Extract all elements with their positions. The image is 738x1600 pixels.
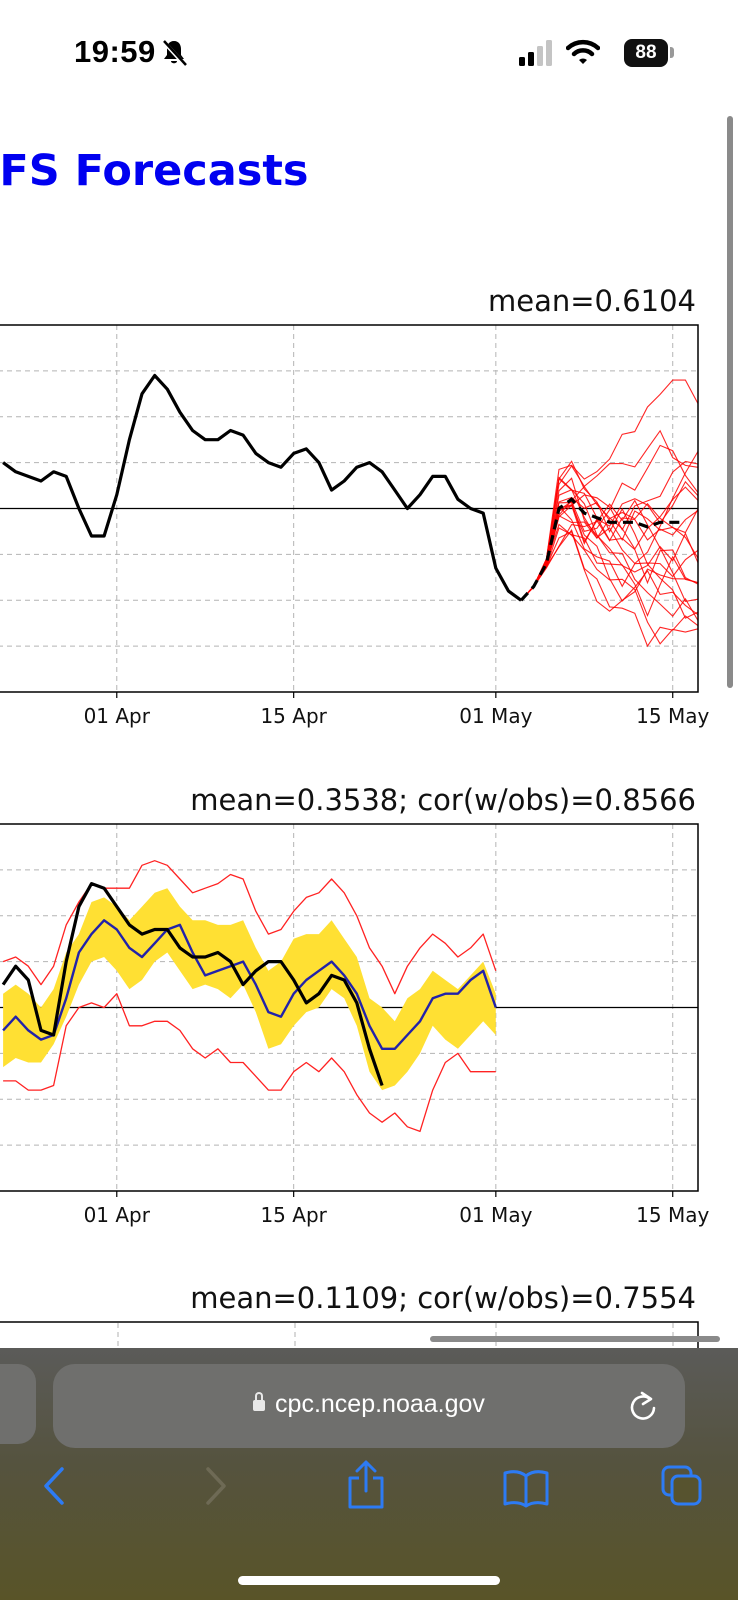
chart-2-frame <box>0 823 699 1192</box>
battery-tip <box>670 47 674 58</box>
clock: 19:59 <box>74 34 156 69</box>
ensemble-member-line <box>520 379 699 601</box>
ensemble-member-line <box>520 527 699 618</box>
url-display: cpc.ncep.noaa.gov <box>53 1390 685 1419</box>
charts-canvas: mean=0.6104 01 Apr 15 Apr 01 May 15 May mea… <box>0 284 709 1348</box>
home-indicator <box>238 1576 500 1585</box>
lower-envelope-line <box>3 993 496 1133</box>
chart-1-x-axis: 01 Apr 15 Apr 01 May 15 May <box>84 692 709 728</box>
chart-2-title: mean=0.3538; cor(w/obs)=0.8566 <box>190 783 696 817</box>
observed-line <box>1 881 384 1087</box>
page-title: EFS Forecasts <box>0 146 309 196</box>
previous-tab-preview[interactable] <box>0 1364 36 1444</box>
browser-toolbar: cpc.ncep.noaa.gov <box>0 1348 738 1600</box>
ensemble-member-line <box>520 523 699 645</box>
chart-1-grid <box>0 325 698 692</box>
chart-1-title: mean=0.6104 <box>488 284 696 318</box>
x-tick-label: 01 May <box>459 704 532 728</box>
forecast-mean-line <box>2 919 497 1051</box>
bell-slash-icon <box>161 39 187 67</box>
x-tick-label: 01 Apr <box>84 704 151 728</box>
x-tick-label: 15 May <box>636 1203 709 1227</box>
ensemble-member-line <box>520 477 699 601</box>
ensemble-member-line <box>520 530 699 612</box>
reload-icon[interactable] <box>628 1390 658 1422</box>
status-bar: 19:59 88 <box>0 0 738 110</box>
url-text: cpc.ncep.noaa.gov <box>275 1390 485 1418</box>
forward-icon[interactable] <box>200 1466 230 1506</box>
x-tick-label: 15 Apr <box>260 1203 327 1227</box>
x-tick-label: 15 Apr <box>260 704 327 728</box>
back-icon[interactable] <box>40 1466 70 1506</box>
x-tick-label: 01 May <box>459 1203 532 1227</box>
chart-2: mean=0.3538; cor(w/obs)=0.8566 01 Apr 15 … <box>0 783 709 1227</box>
observed-series-line <box>2 373 523 602</box>
spread-band <box>3 888 496 1091</box>
chart-2-x-axis: 01 Apr 15 Apr 01 May 15 May <box>84 1191 709 1227</box>
ensemble-member-line <box>520 485 699 601</box>
lock-icon <box>253 1392 266 1411</box>
chart-3: mean=0.1109; cor(w/obs)=0.7554 <box>0 1281 699 1348</box>
chart-1-plot-area <box>2 373 699 648</box>
ensemble-member-line <box>520 529 699 648</box>
chart-3-title: mean=0.1109; cor(w/obs)=0.7554 <box>190 1281 696 1315</box>
battery-icon: 88 <box>624 39 668 67</box>
ensemble-member-line <box>520 477 699 601</box>
x-tick-label: 01 Apr <box>84 1203 151 1227</box>
signal-icon <box>519 40 552 66</box>
ensemble-mean-line <box>519 497 686 602</box>
bookmarks-icon[interactable] <box>502 1468 550 1508</box>
address-bar[interactable]: cpc.ncep.noaa.gov <box>53 1364 685 1448</box>
chart-2-plot-area <box>1 860 497 1133</box>
wifi-icon <box>566 39 600 64</box>
tabs-icon[interactable] <box>660 1464 704 1508</box>
share-icon[interactable] <box>346 1460 386 1510</box>
chart-1-frame <box>0 324 699 693</box>
x-tick-label: 15 May <box>636 704 709 728</box>
vertical-scrollbar[interactable] <box>727 116 733 688</box>
horizontal-scrollbar[interactable] <box>430 1336 720 1342</box>
chart-3-frame <box>0 1321 699 1348</box>
chart-1: mean=0.6104 01 Apr 15 Apr 01 May 15 May <box>0 284 709 728</box>
